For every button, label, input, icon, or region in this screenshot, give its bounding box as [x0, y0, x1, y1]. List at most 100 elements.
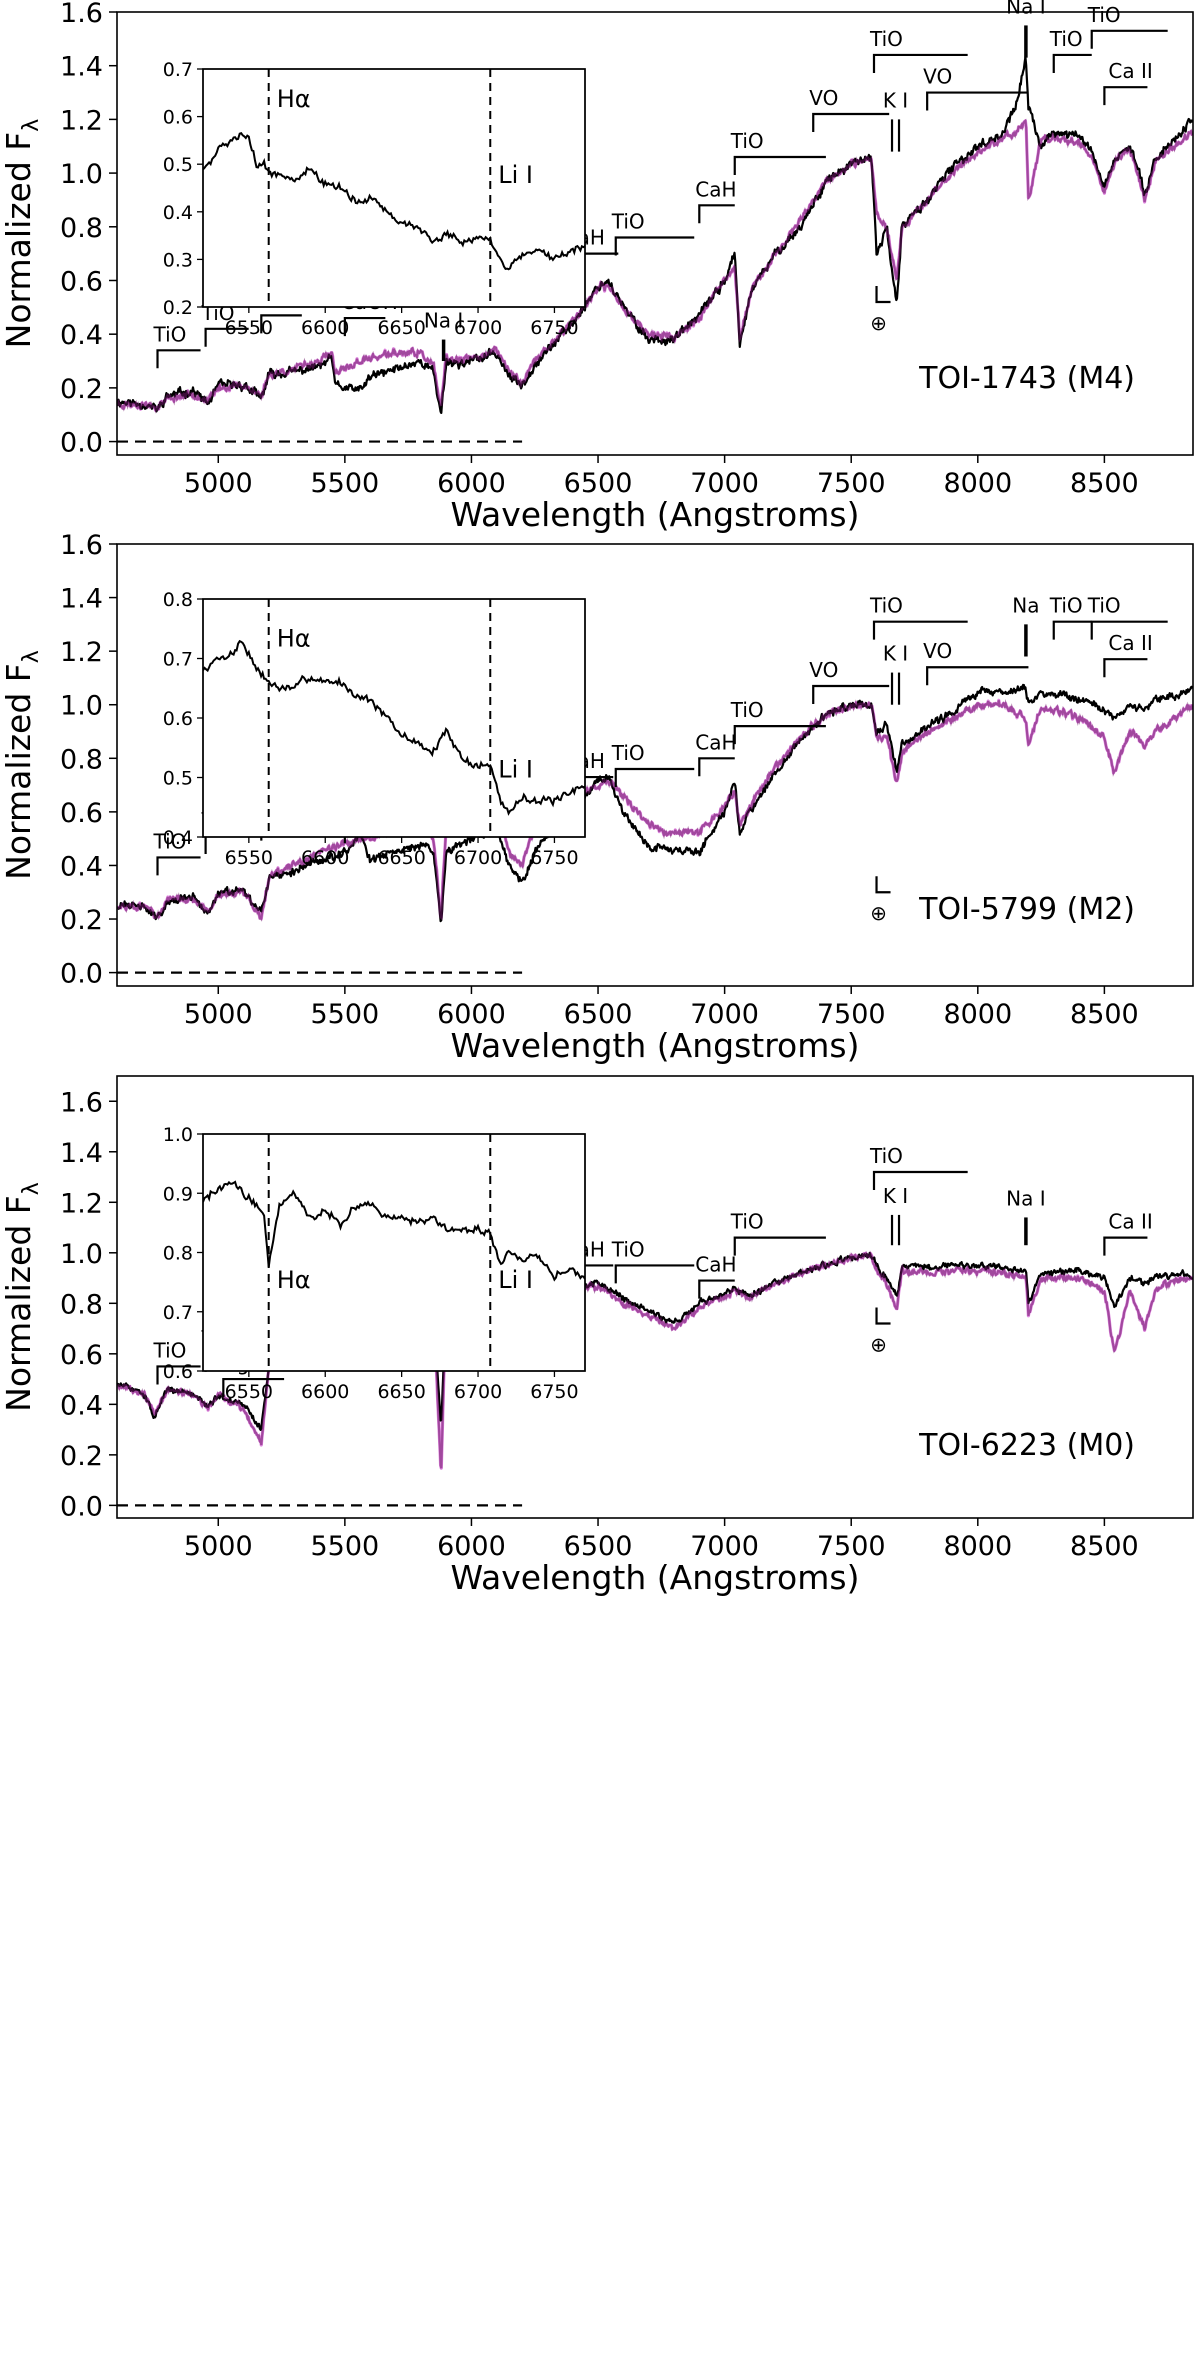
- inset-y-tick-label: 0.7: [163, 649, 193, 671]
- inset-frame: [202, 68, 586, 308]
- band-bracket: [1103, 86, 1148, 106]
- band-label: TiO: [611, 1237, 645, 1261]
- x-tick-label: 7000: [690, 468, 759, 499]
- line-label: K I: [883, 1184, 908, 1208]
- x-tick-label: 5000: [184, 468, 253, 499]
- inset-y-tick-label: 0.7: [163, 1302, 193, 1324]
- y-tick-label: 1.4: [60, 584, 103, 615]
- band-label: TiO: [730, 698, 764, 722]
- y-tick-label: 0.0: [60, 959, 103, 990]
- y-tick-label: 0.6: [60, 1340, 103, 1371]
- x-tick-label: 8000: [943, 999, 1012, 1030]
- inset-marker-label: Li I: [498, 756, 533, 784]
- inset-y-tick-label: 0.9: [163, 1183, 193, 1205]
- x-tick-label: 5500: [310, 468, 379, 499]
- line-label: Na I: [424, 309, 463, 333]
- spectrum-panel-1: 5000 5500 6000 6500 7000 7500 8000 8500 0.0 0.2 0.…: [0, 0, 1194, 534]
- x-tick-label: 6000: [437, 468, 506, 499]
- overlap-spectrum-line: [117, 699, 1193, 922]
- band-label: Ca II: [1108, 59, 1152, 83]
- band-bracket: [343, 316, 386, 337]
- band-label: TiO: [869, 1144, 903, 1168]
- inset-frame-bg: [202, 598, 586, 838]
- inset-frame-bg: [202, 1133, 586, 1372]
- band-label: TiO: [611, 210, 645, 234]
- plot-frame: [116, 11, 1194, 456]
- inset-y-tick-label: 0.7: [163, 59, 193, 81]
- y-axis-label-main: Normalized F: [0, 1195, 38, 1412]
- y-tick-label: 0.8: [60, 213, 103, 244]
- y-axis-label-subscript: λ: [19, 119, 44, 132]
- overlap-spectrum-line: [117, 118, 1193, 414]
- x-tick-label: 6500: [564, 1531, 633, 1562]
- inset-x-tick-label: 6550: [225, 847, 273, 869]
- inset-x-tick-label: 6650: [377, 1381, 425, 1403]
- inset-marker-label: Hα: [277, 85, 311, 113]
- band-label: VO: [809, 86, 838, 110]
- inset-y-tick-label: 0.3: [163, 249, 193, 271]
- band-bracket: [926, 666, 1029, 686]
- x-tick-label: 7000: [690, 999, 759, 1030]
- band-label: TiO: [730, 1210, 764, 1234]
- x-tick-label: 5000: [184, 999, 253, 1030]
- x-tick-label: 7500: [817, 999, 886, 1030]
- y-tick-label: 1.2: [60, 1188, 103, 1219]
- inset-x-tick-label: 6600: [301, 847, 349, 869]
- x-tick-label: 7500: [817, 468, 886, 499]
- inset-x-tick-label: 6600: [301, 1381, 349, 1403]
- x-tick-label: 7000: [690, 1531, 759, 1562]
- x-axis-label: Wavelength (Angstroms): [451, 1558, 860, 1597]
- inset-spectrum-line: [203, 639, 585, 816]
- y-tick-label: 1.6: [60, 530, 103, 561]
- inset-x-tick-label: 6750: [530, 317, 578, 339]
- telluric-bracket: [875, 876, 891, 894]
- inset-x-tick-label: 6650: [377, 317, 425, 339]
- band-bracket: [1103, 1236, 1148, 1256]
- inset-y-tick-label: 0.8: [163, 589, 193, 611]
- x-tick-label: 7500: [817, 1531, 886, 1562]
- inset-x-tick-label: 6700: [454, 1381, 502, 1403]
- band-bracket: [614, 767, 695, 788]
- star-label: TOI-1743 (M4): [918, 361, 1135, 396]
- y-tick-label: 1.4: [60, 52, 103, 83]
- x-axis-label: Wavelength (Angstroms): [451, 495, 860, 534]
- observed-spectrum-line: [117, 683, 1193, 923]
- line-label: Na: [1012, 593, 1039, 617]
- inset-y-tick-label: 0.8: [163, 1243, 193, 1265]
- inset-x-tick-label: 6650: [377, 847, 425, 869]
- band-label: VO: [923, 639, 952, 663]
- band-label: Ca II: [1108, 631, 1152, 655]
- band-bracket: [222, 1377, 285, 1398]
- y-tick-label: 1.0: [60, 159, 103, 190]
- x-tick-label: 8500: [1070, 1531, 1139, 1562]
- band-bracket: [733, 725, 826, 745]
- y-axis-label: Normalized Fλ: [0, 119, 44, 349]
- band-bracket: [614, 236, 695, 256]
- band-bracket: [698, 757, 735, 777]
- band-label: TiO: [730, 129, 764, 153]
- y-tick-label: 0.8: [60, 1289, 103, 1320]
- x-tick-label: 8500: [1070, 468, 1139, 499]
- inset-panel: Hα Li I 6550 6600 6650 6700 6750 0.6 0.7 0.8 0.9 1.…: [163, 1124, 586, 1403]
- band-bracket: [1090, 29, 1168, 49]
- y-tick-label: 1.2: [60, 637, 103, 668]
- inset-marker-label: Hα: [277, 1266, 311, 1294]
- x-tick-label: 6000: [437, 1531, 506, 1562]
- band-label: TiO: [153, 322, 187, 346]
- y-tick-label: 0.0: [60, 428, 103, 459]
- plot-frame: [116, 543, 1194, 987]
- x-tick-label: 8500: [1070, 999, 1139, 1030]
- band-bracket: [872, 1170, 968, 1190]
- y-tick-label: 1.0: [60, 1239, 103, 1270]
- line-label: K I: [883, 88, 908, 112]
- earth-icon: ⊕: [870, 311, 887, 335]
- inset-y-tick-label: 0.2: [163, 297, 193, 319]
- inset-marker-label: Hα: [277, 625, 311, 653]
- y-tick-label: 0.0: [60, 1491, 103, 1522]
- y-tick-label: 1.6: [60, 0, 103, 29]
- band-bracket: [260, 314, 302, 334]
- inset-y-tick-label: 0.4: [163, 827, 193, 849]
- y-axis-label: Normalized Fλ: [0, 1182, 44, 1412]
- spectrum-panel-3: 5000 5500 6000 6500 7000 7500 8000 8500 0.0 0.2 0.…: [0, 1075, 1194, 1597]
- band-bracket: [156, 856, 201, 876]
